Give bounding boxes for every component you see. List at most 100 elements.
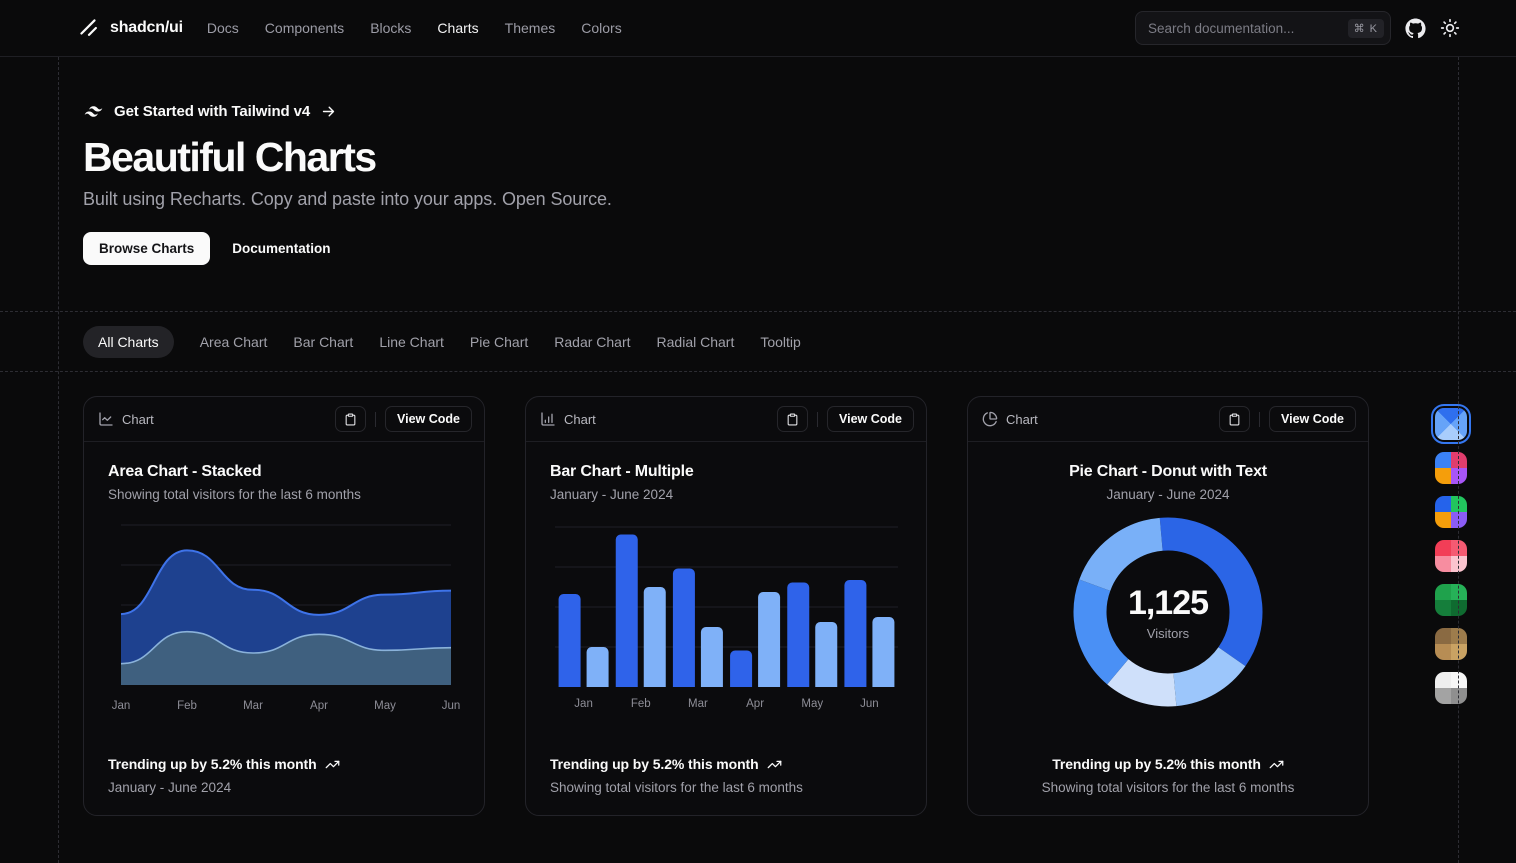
svg-text:Jun: Jun bbox=[860, 698, 879, 710]
search-input[interactable]: Search documentation... ⌘ K bbox=[1135, 11, 1391, 45]
nav-link-blocks[interactable]: Blocks bbox=[370, 20, 411, 36]
nav-link-themes[interactable]: Themes bbox=[505, 20, 556, 36]
tab-radial-chart[interactable]: Radial Chart bbox=[657, 334, 735, 350]
card-pie-chart: Chart View Code Pie Chart - Donut with T… bbox=[967, 396, 1369, 816]
donut-chart: 1,125 Visitors bbox=[1068, 512, 1268, 712]
page-title: Beautiful Charts bbox=[83, 134, 1516, 181]
nav-link-components[interactable]: Components bbox=[265, 20, 344, 36]
chart-description: January - June 2024 bbox=[550, 487, 902, 502]
trend-line: Trending up by 5.2% this month bbox=[992, 756, 1344, 772]
chart-title: Area Chart - Stacked bbox=[108, 463, 460, 481]
theme-swatch-palette[interactable] bbox=[1435, 496, 1467, 528]
svg-text:Jan: Jan bbox=[574, 698, 593, 710]
tab-line-chart[interactable]: Line Chart bbox=[379, 334, 444, 350]
search-shortcut: ⌘ K bbox=[1348, 19, 1384, 38]
main-nav: Docs Components Blocks Charts Themes Colors bbox=[207, 20, 622, 36]
tab-radar-chart[interactable]: Radar Chart bbox=[554, 334, 630, 350]
period-line: Showing total visitors for the last 6 mo… bbox=[550, 780, 902, 795]
svg-text:May: May bbox=[374, 700, 396, 712]
svg-text:Mar: Mar bbox=[243, 700, 263, 712]
arrow-right-icon bbox=[320, 103, 337, 120]
github-icon bbox=[1405, 18, 1426, 39]
period-line: Showing total visitors for the last 6 mo… bbox=[992, 780, 1344, 795]
chart-title: Bar Chart - Multiple bbox=[550, 463, 902, 481]
toolbar-separator bbox=[817, 412, 818, 427]
tab-area-chart[interactable]: Area Chart bbox=[200, 334, 268, 350]
documentation-button[interactable]: Documentation bbox=[216, 232, 346, 265]
period-line: January - June 2024 bbox=[108, 780, 460, 795]
tailwind-logo-icon bbox=[83, 101, 104, 122]
charts-grid: Chart View Code Area Chart - Stacked Sho… bbox=[0, 372, 1516, 816]
svg-text:Jun: Jun bbox=[442, 700, 461, 712]
main-content: Get Started with Tailwind v4 Beautiful C… bbox=[0, 57, 1516, 863]
sun-icon bbox=[1440, 18, 1460, 38]
trend-line: Trending up by 5.2% this month bbox=[550, 756, 902, 772]
area-chart: Jan Feb Mar Apr May Jun bbox=[108, 517, 460, 717]
svg-text:Jan: Jan bbox=[112, 700, 131, 712]
chart-tabs: All Charts Area Chart Bar Chart Line Chart P… bbox=[0, 311, 1516, 372]
toolbar-separator bbox=[1259, 412, 1260, 427]
top-nav: shadcn/ui Docs Components Blocks Charts Them… bbox=[0, 0, 1516, 57]
chart-title: Pie Chart - Donut with Text bbox=[992, 463, 1344, 481]
toolbar-separator bbox=[375, 412, 376, 427]
svg-text:Feb: Feb bbox=[631, 698, 651, 710]
tab-pie-chart[interactable]: Pie Chart bbox=[470, 334, 528, 350]
trend-line: Trending up by 5.2% this month bbox=[108, 756, 460, 772]
copy-code-button[interactable] bbox=[777, 406, 808, 432]
chart-column-icon bbox=[540, 411, 556, 427]
svg-text:May: May bbox=[801, 698, 823, 710]
banner-text: Get Started with Tailwind v4 bbox=[114, 103, 310, 120]
card-toolbar-label: Chart bbox=[122, 412, 154, 427]
shadcn-logo-icon bbox=[78, 17, 100, 39]
theme-swatch-red[interactable] bbox=[1435, 540, 1467, 572]
tab-bar-chart[interactable]: Bar Chart bbox=[293, 334, 353, 350]
view-code-button[interactable]: View Code bbox=[385, 406, 472, 432]
nav-link-docs[interactable]: Docs bbox=[207, 20, 239, 36]
theme-swatch-gray[interactable] bbox=[1435, 672, 1467, 704]
chart-description: January - June 2024 bbox=[992, 487, 1344, 502]
browse-charts-button[interactable]: Browse Charts bbox=[83, 232, 210, 265]
svg-text:Apr: Apr bbox=[310, 700, 328, 712]
clipboard-icon bbox=[344, 413, 357, 426]
copy-code-button[interactable] bbox=[335, 406, 366, 432]
tailwind-banner[interactable]: Get Started with Tailwind v4 bbox=[83, 101, 1516, 122]
theme-swatch-colorful[interactable] bbox=[1435, 452, 1467, 484]
search-placeholder: Search documentation... bbox=[1148, 21, 1348, 36]
brand[interactable]: shadcn/ui bbox=[78, 17, 183, 39]
theme-swatch-rail bbox=[1435, 396, 1467, 704]
card-toolbar-label: Chart bbox=[1006, 412, 1038, 427]
card-toolbar: Chart View Code bbox=[84, 397, 484, 442]
github-button[interactable] bbox=[1405, 18, 1426, 39]
clipboard-icon bbox=[1228, 413, 1241, 426]
hero-section: Get Started with Tailwind v4 Beautiful C… bbox=[0, 57, 1516, 265]
chart-line-icon bbox=[98, 411, 114, 427]
theme-swatch-blue[interactable] bbox=[1435, 408, 1467, 440]
svg-text:Apr: Apr bbox=[746, 698, 764, 710]
card-area-chart: Chart View Code Area Chart - Stacked Sho… bbox=[83, 396, 485, 816]
chart-description: Showing total visitors for the last 6 mo… bbox=[108, 487, 460, 502]
copy-code-button[interactable] bbox=[1219, 406, 1250, 432]
page-subtitle: Built using Recharts. Copy and paste int… bbox=[83, 189, 1516, 210]
theme-toggle-button[interactable] bbox=[1440, 18, 1460, 38]
view-code-button[interactable]: View Code bbox=[827, 406, 914, 432]
theme-swatch-green[interactable] bbox=[1435, 584, 1467, 616]
svg-text:Mar: Mar bbox=[688, 698, 708, 710]
tab-tooltip[interactable]: Tooltip bbox=[760, 334, 800, 350]
nav-link-colors[interactable]: Colors bbox=[581, 20, 621, 36]
bar-chart: Jan Feb Mar Apr May Jun bbox=[550, 517, 902, 717]
card-bar-chart: Chart View Code Bar Chart - Multiple Jan… bbox=[525, 396, 927, 816]
card-toolbar: Chart View Code bbox=[968, 397, 1368, 442]
chart-pie-icon bbox=[982, 411, 998, 427]
brand-name: shadcn/ui bbox=[110, 19, 183, 37]
card-toolbar-label: Chart bbox=[564, 412, 596, 427]
clipboard-icon bbox=[786, 413, 799, 426]
theme-swatch-amber[interactable] bbox=[1435, 628, 1467, 660]
trending-up-icon bbox=[767, 757, 782, 772]
trending-up-icon bbox=[325, 757, 340, 772]
view-code-button[interactable]: View Code bbox=[1269, 406, 1356, 432]
tab-all-charts[interactable]: All Charts bbox=[83, 326, 174, 358]
nav-link-charts[interactable]: Charts bbox=[437, 20, 478, 36]
svg-text:Feb: Feb bbox=[177, 700, 197, 712]
trending-up-icon bbox=[1269, 757, 1284, 772]
card-toolbar: Chart View Code bbox=[526, 397, 926, 442]
